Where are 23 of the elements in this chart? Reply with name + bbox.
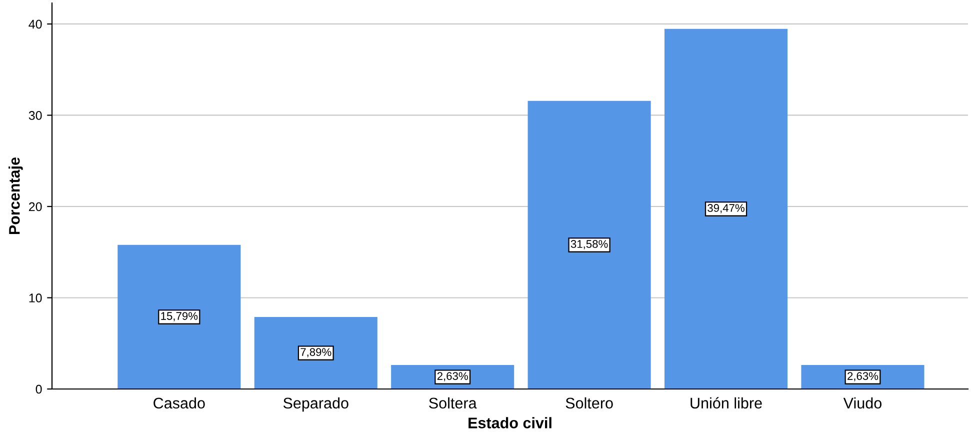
y-tick-label: 20 xyxy=(29,202,42,212)
bar xyxy=(528,100,651,389)
data-label: 2,63% xyxy=(437,372,468,382)
y-tick-label: 0 xyxy=(36,384,42,394)
x-tick-label: Separado xyxy=(283,397,348,412)
data-label: 31,58% xyxy=(570,240,608,250)
bar xyxy=(118,244,241,389)
data-label: 39,47% xyxy=(708,204,744,214)
x-tick-label: Soltera xyxy=(429,397,477,409)
x-axis-title: Estado civil xyxy=(468,417,552,428)
data-label: 7,89% xyxy=(300,348,332,358)
y-tick-label: 30 xyxy=(28,111,42,120)
y-tick-label: 40 xyxy=(28,20,42,29)
x-tick-label: Unión libre xyxy=(690,397,762,409)
x-tick-label: Viudo xyxy=(843,397,882,409)
data-label: 2,63% xyxy=(848,372,878,382)
data-label: 15,79% xyxy=(161,312,198,322)
x-tick-label: Casado xyxy=(154,397,205,409)
y-tick-label: 10 xyxy=(29,294,42,302)
bar xyxy=(664,28,788,389)
y-axis-title: Porcentaje xyxy=(8,157,23,234)
x-tick-label: Soltero xyxy=(566,397,613,409)
bar xyxy=(254,317,378,389)
